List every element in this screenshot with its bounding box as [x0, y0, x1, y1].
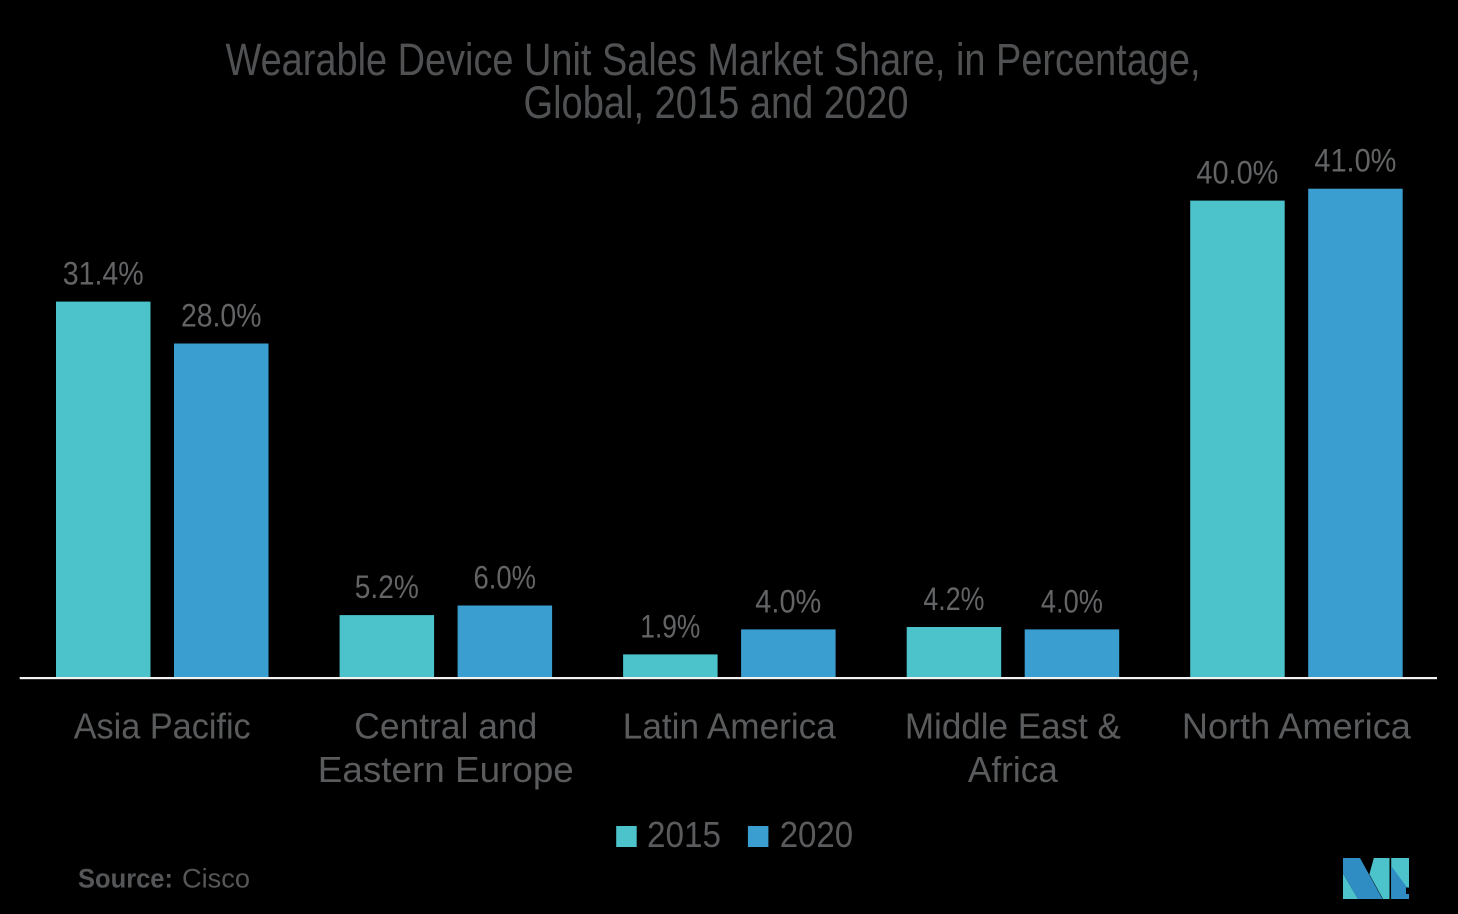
svg-text:2015: 2015 [647, 814, 721, 855]
svg-text:Eastern Europe: Eastern Europe [318, 749, 574, 790]
svg-text:31.4%: 31.4% [63, 256, 144, 292]
svg-text:6.0%: 6.0% [474, 560, 537, 596]
svg-text:4.0%: 4.0% [1041, 583, 1103, 619]
svg-text:5.2%: 5.2% [355, 569, 419, 605]
svg-text:Middle East &: Middle East & [905, 706, 1121, 747]
svg-text:Asia Pacific: Asia Pacific [74, 706, 251, 747]
svg-text:40.0%: 40.0% [1196, 155, 1278, 191]
svg-text:Wearable Device Unit Sales Mar: Wearable Device Unit Sales Market Share,… [226, 34, 1201, 85]
svg-text:Central and: Central and [354, 706, 537, 747]
svg-text:North America: North America [1182, 706, 1412, 747]
svg-text:4.2%: 4.2% [923, 581, 984, 617]
svg-text:28.0%: 28.0% [181, 298, 262, 334]
svg-text:2020: 2020 [780, 814, 854, 855]
svg-text:Africa: Africa [968, 749, 1059, 790]
svg-text:41.0%: 41.0% [1314, 143, 1396, 179]
svg-text:1.9%: 1.9% [640, 608, 700, 644]
svg-text:Latin America: Latin America [623, 706, 837, 747]
svg-text:Source:: Source: [78, 864, 173, 894]
svg-text:Cisco: Cisco [182, 864, 250, 894]
svg-text:Global, 2015 and 2020: Global, 2015 and 2020 [524, 77, 909, 128]
svg-text:4.0%: 4.0% [755, 583, 821, 619]
